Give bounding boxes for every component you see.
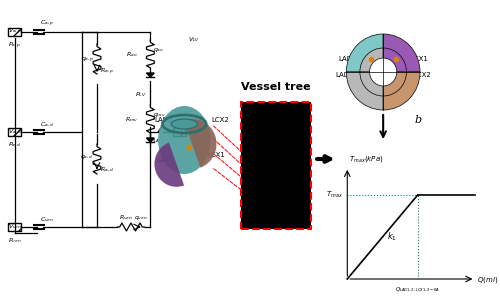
Wedge shape [360,72,383,96]
Text: $q_{a,p}$: $q_{a,p}$ [80,55,94,64]
Text: LCX1: LCX1 [208,152,226,158]
Text: $R_{ven}$: $R_{ven}$ [119,213,133,222]
Bar [8,128,21,136]
Bar [8,28,21,36]
Text: $Q(ml)$: $Q(ml)$ [478,275,498,285]
Text: $Q_{LAD1,2;LCX1,2-RA}$: $Q_{LAD1,2;LCX1,2-RA}$ [395,286,440,294]
Text: b: b [414,115,422,125]
Text: LAD2: LAD2 [154,117,172,123]
Text: $T_{max}$: $T_{max}$ [326,190,344,200]
Text: LAD1: LAD1 [156,157,174,163]
Wedge shape [154,142,184,187]
Text: $k_1$: $k_1$ [387,231,397,243]
Text: $R_{mv}$: $R_{mv}$ [124,115,138,124]
Wedge shape [383,72,420,110]
Polygon shape [146,73,154,77]
Text: $q_{ven}$: $q_{ven}$ [134,214,147,222]
Wedge shape [383,48,406,72]
Bar [173,128,186,136]
Text: $V_{LA}$: $V_{LA}$ [174,127,184,136]
Polygon shape [146,138,154,142]
Text: LAD2: LAD2 [335,72,353,78]
Text: $R_{a,p}$: $R_{a,p}$ [100,67,114,77]
Ellipse shape [158,106,210,174]
Text: $C_{a,p}$: $C_{a,p}$ [40,19,54,29]
Text: $C_{ven}$: $C_{ven}$ [40,215,54,224]
Bar [240,102,312,229]
Ellipse shape [171,119,198,129]
Circle shape [370,58,396,86]
Text: $V_{LV}$: $V_{LV}$ [188,36,200,45]
Wedge shape [383,72,406,96]
Text: Vessel tree: Vessel tree [241,82,311,92]
Text: $R_{ao}$: $R_{ao}$ [126,51,138,60]
Text: $P_{a,p}$: $P_{a,p}$ [8,41,21,51]
Text: LAD1: LAD1 [338,56,356,62]
Wedge shape [346,72,383,110]
Text: $P_{a,d}$: $P_{a,d}$ [8,141,22,149]
Text: $C_{a,d}$: $C_{a,d}$ [40,121,54,129]
Text: $V_{a,d}$: $V_{a,d}$ [8,128,22,136]
Wedge shape [184,119,216,168]
Text: $q_{mv}$: $q_{mv}$ [154,111,166,119]
Text: $P_{LA}$: $P_{LA}$ [150,136,160,145]
Text: LCX2: LCX2 [413,72,431,78]
Text: $P_{ven}$: $P_{ven}$ [8,236,22,245]
Text: $T_{max}(kPa)$: $T_{max}(kPa)$ [349,154,384,164]
Wedge shape [383,34,420,72]
Wedge shape [360,48,383,72]
Bar [8,223,21,231]
Text: LCX1: LCX1 [410,56,428,62]
Text: LCX2: LCX2 [212,117,229,123]
Text: $V_{ven}$: $V_{ven}$ [8,223,22,231]
Text: $P_{LV}$: $P_{LV}$ [135,91,146,99]
Text: $R_{a,d}$: $R_{a,d}$ [100,165,114,173]
Text: $q_{ao}$: $q_{ao}$ [154,46,164,54]
Text: $q_{a,d}$: $q_{a,d}$ [80,154,94,161]
Text: $V_{a,p}$: $V_{a,p}$ [8,27,22,37]
Wedge shape [346,34,383,72]
